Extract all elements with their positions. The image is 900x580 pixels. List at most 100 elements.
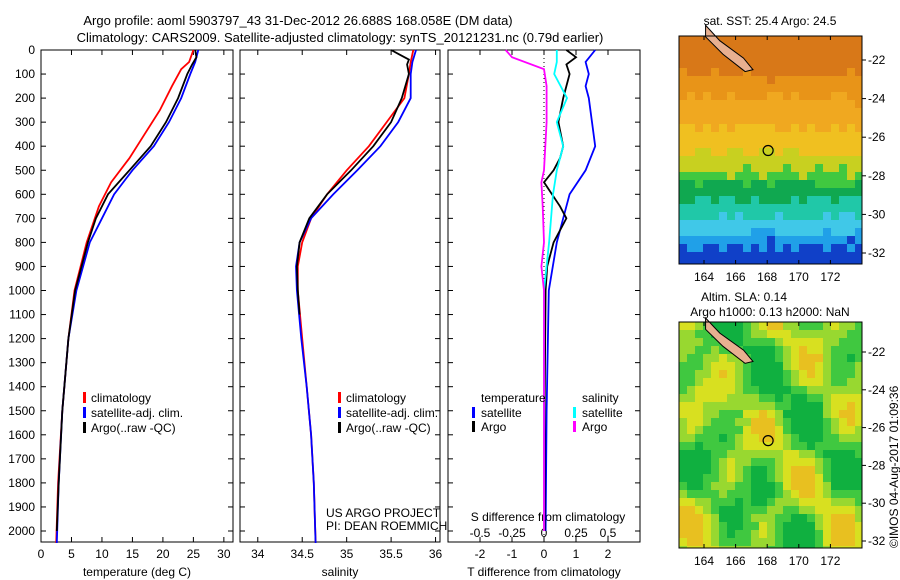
map-cell (711, 386, 719, 394)
map-cell (687, 108, 695, 116)
map-cell (687, 394, 695, 402)
map-cell (759, 538, 767, 546)
map-cell (791, 410, 799, 418)
map-cell (687, 204, 695, 212)
map-cell (711, 394, 719, 402)
map-cell (783, 474, 791, 482)
map-cell (743, 164, 751, 172)
map-cell (847, 132, 855, 140)
map-cell (759, 204, 767, 212)
map-cell (719, 36, 727, 44)
map-cell (695, 68, 703, 76)
map-title: sat. SST: 25.4 Argo: 24.5 (704, 14, 837, 28)
map-cell (687, 546, 695, 548)
map-cell (823, 228, 831, 236)
map-cell (823, 204, 831, 212)
map-cell (743, 68, 751, 76)
map-cell (679, 164, 687, 172)
map-cell (759, 330, 767, 338)
map-cell (783, 330, 791, 338)
map-cell (783, 490, 791, 498)
y-tick-label: 1300 (8, 356, 35, 370)
map-cell (807, 538, 815, 546)
map-cell (687, 228, 695, 236)
map-cell (695, 426, 703, 434)
map-cell (847, 458, 855, 466)
map-cell (791, 188, 799, 196)
map-cell (703, 378, 711, 386)
map-cell (775, 188, 783, 196)
map-cell (743, 212, 751, 220)
map-cell (855, 482, 862, 490)
map-cell (687, 354, 695, 362)
map-cell (679, 418, 687, 426)
map-cell (727, 244, 735, 252)
map-cell (695, 164, 703, 172)
map-cell (839, 212, 847, 220)
legend-label: satellite (481, 406, 522, 420)
map-cell (703, 36, 711, 44)
map-cell (711, 116, 719, 124)
map-cell (831, 466, 839, 474)
map-cell (719, 228, 727, 236)
map-cell (767, 378, 775, 386)
map-cell (759, 116, 767, 124)
map-cell (775, 434, 783, 442)
map-cell (727, 36, 735, 44)
map-cell (823, 188, 831, 196)
map-cell (831, 378, 839, 386)
map-cell (767, 370, 775, 378)
map-cell (807, 132, 815, 140)
map-cell (847, 474, 855, 482)
map-cell (799, 530, 807, 538)
map-cell (679, 76, 687, 84)
map-cell (783, 482, 791, 490)
map-cell (783, 164, 791, 172)
map-cell (783, 442, 791, 450)
map-cell (735, 362, 743, 370)
map-cell (727, 322, 735, 330)
y-tick-label: 300 (15, 115, 35, 129)
y-tick-label: 1200 (8, 332, 35, 346)
map-cell (679, 458, 687, 466)
map-cell (687, 386, 695, 394)
map-cell (831, 346, 839, 354)
map-cell (775, 76, 783, 84)
map-cell (831, 426, 839, 434)
map-cell (703, 236, 711, 244)
map-cell (831, 196, 839, 204)
map-cell (695, 538, 703, 546)
map-cell (703, 100, 711, 108)
map-cell (695, 156, 703, 164)
map-cell (839, 44, 847, 52)
map-cell (823, 346, 831, 354)
lat-tick-label: -30 (868, 207, 886, 221)
map-cell (839, 124, 847, 132)
map-cell (855, 252, 862, 260)
lat-tick-label: -30 (868, 496, 886, 510)
map-cell (831, 490, 839, 498)
map-cell (807, 124, 815, 132)
map-cell (687, 434, 695, 442)
map-cell (703, 418, 711, 426)
map-cell (799, 92, 807, 100)
map-cell (695, 260, 703, 264)
map-cell (791, 196, 799, 204)
map-cell (775, 378, 783, 386)
map-cell (815, 482, 823, 490)
map-cell (759, 450, 767, 458)
map-cell (687, 338, 695, 346)
map-cell (799, 450, 807, 458)
map-cell (831, 402, 839, 410)
map-cell (679, 148, 687, 156)
map-cell (815, 330, 823, 338)
map-cell (743, 236, 751, 244)
map-cell (839, 522, 847, 530)
map-cell (799, 402, 807, 410)
map-cell (839, 108, 847, 116)
map-cell (743, 410, 751, 418)
map-cell (815, 84, 823, 92)
map-cell (847, 418, 855, 426)
map-cell (775, 546, 783, 548)
